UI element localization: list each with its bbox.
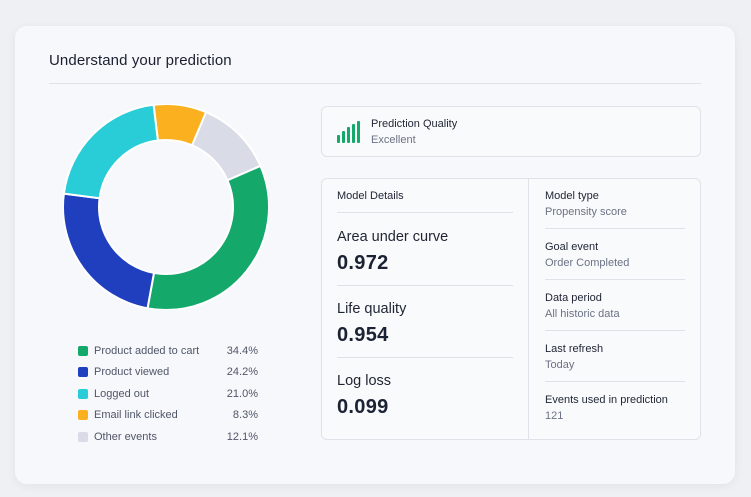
slice-product-viewed: [63, 192, 156, 310]
info-label: Goal event: [545, 241, 599, 253]
legend-label: Logged out: [94, 387, 150, 400]
slice-logged-out: [63, 104, 160, 200]
legend-swatch: [78, 367, 88, 378]
slice-product-added-to-cart: [146, 164, 269, 310]
info-divider: [545, 381, 685, 382]
info-item-events-used: Events used in prediction 121: [545, 394, 685, 422]
info-label: Events used in prediction: [545, 394, 668, 406]
info-item-last-refresh: Last refresh Today: [545, 343, 685, 371]
legend-value: 24.2%: [226, 366, 258, 379]
metrics-divider: [337, 357, 513, 358]
metric-value-life-quality: 0.954: [337, 324, 389, 346]
metric-label-log-loss: Log loss: [337, 373, 392, 389]
column-divider: [528, 179, 529, 439]
metric-value-auc: 0.972: [337, 252, 389, 274]
info-item-data-period: Data period All historic data: [545, 292, 685, 320]
legend-item-product-added: Product added to cart 34.4%: [78, 340, 258, 362]
metric-value-log-loss: 0.099: [337, 396, 389, 418]
legend-item-email-link: Email link clicked 8.3%: [78, 405, 258, 427]
quality-title: Prediction Quality: [371, 118, 458, 130]
info-divider: [545, 228, 685, 229]
prediction-card: Understand your prediction Product added…: [15, 26, 735, 484]
prediction-quality-panel: Prediction Quality Excellent: [321, 106, 701, 157]
donut-chart: [63, 104, 269, 310]
info-value: Today: [545, 359, 575, 371]
title-divider: [49, 83, 701, 84]
info-item-goal-event: Goal event Order Completed: [545, 241, 685, 269]
legend-label: Other events: [94, 430, 157, 443]
legend-label: Email link clicked: [94, 409, 178, 422]
model-details-heading: Model Details: [337, 190, 404, 202]
info-divider: [545, 330, 685, 331]
legend-label: Product added to cart: [94, 344, 200, 357]
info-label: Data period: [545, 292, 602, 304]
info-label: Last refresh: [545, 343, 604, 355]
metrics-divider: [337, 212, 513, 213]
info-value: Propensity score: [545, 206, 627, 218]
info-divider: [545, 279, 685, 280]
legend-value: 8.3%: [232, 409, 258, 422]
metric-label-life-quality: Life quality: [337, 301, 407, 317]
legend-label: Product viewed: [94, 366, 170, 379]
legend-swatch: [78, 388, 88, 399]
signal-bars-icon: [337, 121, 360, 143]
legend-item-other-events: Other events 12.1%: [78, 426, 258, 448]
metrics-divider: [337, 285, 513, 286]
legend-swatch: [78, 410, 88, 421]
card-title: Understand your prediction: [49, 52, 232, 69]
model-details-panel: Model Details Area under curve 0.972 Lif…: [321, 178, 701, 440]
info-label: Model type: [545, 190, 599, 202]
legend-swatch: [78, 431, 88, 442]
legend-value: 21.0%: [226, 387, 258, 400]
legend-item-product-viewed: Product viewed 24.2%: [78, 362, 258, 384]
legend-swatch: [78, 345, 88, 356]
legend-value: 34.4%: [226, 344, 258, 357]
info-value: Order Completed: [545, 257, 630, 269]
chart-legend: Product added to cart 34.4% Product view…: [78, 340, 258, 448]
info-value: 121: [545, 410, 564, 422]
legend-item-logged-out: Logged out 21.0%: [78, 383, 258, 405]
info-item-model-type: Model type Propensity score: [545, 190, 685, 218]
legend-value: 12.1%: [226, 430, 258, 443]
metric-label-auc: Area under curve: [337, 229, 449, 245]
quality-value: Excellent: [371, 134, 416, 146]
info-value: All historic data: [545, 308, 620, 320]
